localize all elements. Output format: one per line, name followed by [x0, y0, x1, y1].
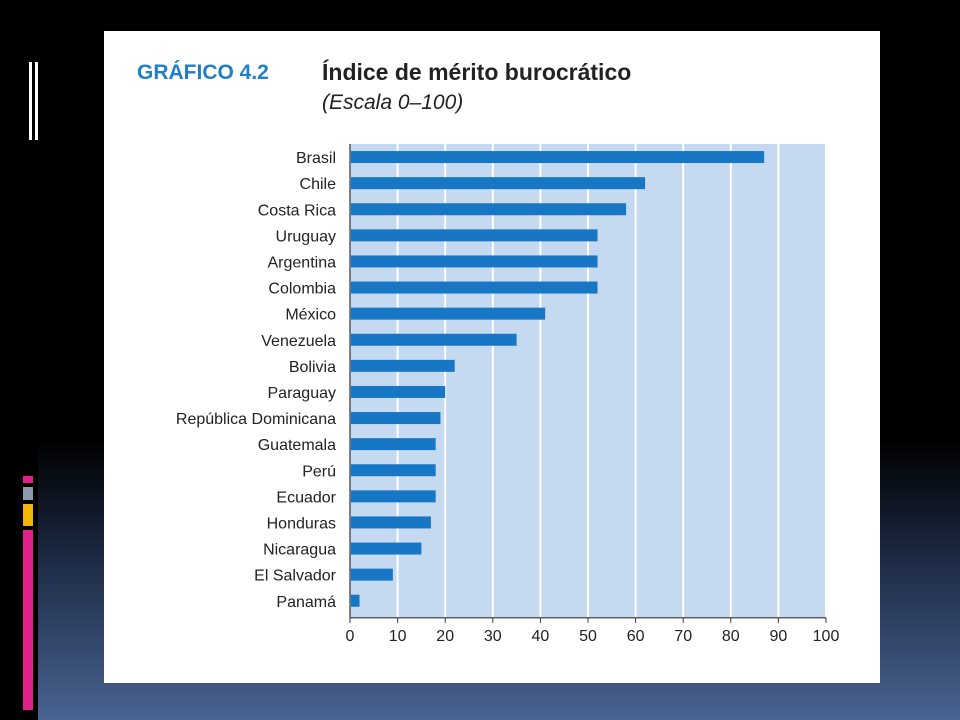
- chart-title: Índice de mérito burocrático: [322, 59, 632, 85]
- bar: [351, 594, 360, 607]
- bar: [351, 177, 646, 190]
- category-label: República Dominicana: [176, 411, 336, 428]
- bar: [351, 385, 446, 398]
- x-tick-label: 50: [579, 628, 597, 645]
- category-label: México: [285, 307, 336, 324]
- bar: [351, 307, 546, 320]
- bar: [351, 151, 765, 164]
- deco-line: [29, 62, 32, 140]
- bar-chart: 0 10 20 30 40 50 60 70 80 90 100 Brasil Chile Costa R…: [176, 144, 840, 645]
- bar: [351, 438, 436, 451]
- chart-subtitle: (Escala 0–100): [322, 91, 464, 114]
- chart-card: GRÁFICO 4.2 Índice de mérito burocrático…: [104, 31, 880, 683]
- chart-figure-label: GRÁFICO 4.2: [137, 61, 269, 84]
- category-label: Venezuela: [261, 333, 336, 350]
- x-tick-label: 90: [770, 628, 788, 645]
- bar: [351, 359, 455, 372]
- bar: [351, 464, 436, 477]
- bar: [351, 255, 598, 268]
- bar: [351, 516, 431, 529]
- x-tick-label: 30: [484, 628, 502, 645]
- deco-square-magenta: [23, 476, 33, 483]
- bar: [351, 203, 627, 216]
- category-label: Colombia: [268, 281, 336, 298]
- category-label: Nicaragua: [263, 542, 336, 559]
- category-label: Ecuador: [276, 489, 336, 506]
- x-tick-label: 60: [627, 628, 645, 645]
- category-label: Bolivia: [289, 359, 336, 376]
- x-tick-label: 100: [813, 628, 840, 645]
- bar: [351, 281, 598, 294]
- bar: [351, 333, 517, 346]
- bar: [351, 542, 422, 555]
- deco-line: [35, 62, 38, 140]
- bar: [351, 568, 393, 581]
- x-tick-label: 10: [389, 628, 407, 645]
- deco-square-gold: [23, 504, 33, 526]
- category-label: El Salvador: [254, 568, 336, 585]
- x-tick-label: 80: [722, 628, 740, 645]
- category-label: Argentina: [268, 254, 337, 271]
- bar: [351, 490, 436, 503]
- x-tick-label: 20: [436, 628, 454, 645]
- category-label: Uruguay: [276, 228, 336, 245]
- category-label: Chile: [300, 176, 337, 193]
- category-label: Honduras: [267, 515, 336, 532]
- deco-square-gray: [23, 487, 33, 500]
- bar: [351, 412, 441, 425]
- category-label: Panamá: [276, 594, 336, 611]
- category-label: Brasil: [296, 150, 336, 167]
- x-tick-label: 0: [346, 628, 355, 645]
- x-tick-label: 70: [674, 628, 692, 645]
- category-label: Paraguay: [268, 385, 337, 402]
- deco-strip-magenta: [23, 530, 33, 710]
- category-label: Guatemala: [258, 437, 336, 454]
- category-label: Perú: [302, 463, 336, 480]
- x-tick-label: 40: [532, 628, 550, 645]
- bar: [351, 229, 598, 242]
- category-label: Costa Rica: [258, 202, 336, 219]
